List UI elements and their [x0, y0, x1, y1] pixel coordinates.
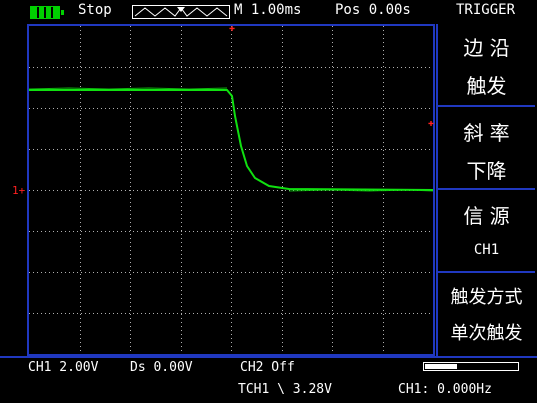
- ch1-trace: [29, 89, 434, 191]
- frequency-readout: CH1: 0.000Hz: [398, 382, 492, 397]
- waveform-grid: [28, 26, 434, 351]
- bottom-status-bar: CH1 2.00V Ds 0.00V CH2 Off TCH1 \ 3.28V …: [0, 358, 537, 403]
- menu-trigger-type-title: 边 沿: [463, 36, 510, 60]
- delay-readout: Ds 0.00V: [130, 360, 193, 375]
- ch2-state[interactable]: CH2 Off: [240, 360, 295, 375]
- trigger-level-marker[interactable]: ✚: [428, 118, 435, 129]
- menu-trigger-mode-title: 触发方式: [450, 287, 523, 308]
- run-state[interactable]: Stop: [78, 2, 112, 18]
- menu-slope[interactable]: 斜 率 下降: [438, 107, 535, 190]
- memory-position-fill: [425, 364, 457, 369]
- menu-trigger-type[interactable]: 边 沿 触发: [438, 24, 535, 107]
- waveform-display: ✚ ✚: [27, 23, 435, 356]
- channel-marker-strip: 1+: [0, 24, 27, 356]
- status-divider: [0, 356, 537, 358]
- status-bar: Stop M 1.00ms Pos 0.00s TRIGGER: [0, 0, 537, 22]
- menu-trigger-mode[interactable]: 触发方式 单次触发: [438, 273, 535, 354]
- menu-source-value: CH1: [473, 242, 500, 258]
- trigger-position-marker[interactable]: ✚: [229, 23, 236, 34]
- position-readout: Pos 0.00s: [335, 2, 411, 18]
- ch1-level-marker[interactable]: 1+: [12, 184, 26, 197]
- memory-position-bar: [423, 362, 519, 371]
- menu-slope-value: 下降: [466, 159, 507, 183]
- timebase-readout: M 1.00ms: [234, 2, 302, 18]
- menu-trigger-mode-value: 单次触发: [450, 323, 523, 344]
- trigger-menu: 边 沿 触发 斜 率 下降 信 源 CH1 触发方式 单次触发: [436, 24, 535, 356]
- menu-source-title: 信 源: [463, 204, 510, 228]
- memory-waveform-icon: [132, 5, 230, 19]
- battery-icon: [30, 6, 64, 19]
- menu-source[interactable]: 信 源 CH1: [438, 190, 535, 273]
- menu-trigger-type-value: 触发: [466, 74, 507, 98]
- trigger-level-readout: TCH1 \ 3.28V: [238, 382, 332, 397]
- menu-slope-title: 斜 率: [463, 121, 510, 145]
- panel-title: TRIGGER: [456, 2, 516, 18]
- ch1-scale[interactable]: CH1 2.00V: [28, 360, 99, 375]
